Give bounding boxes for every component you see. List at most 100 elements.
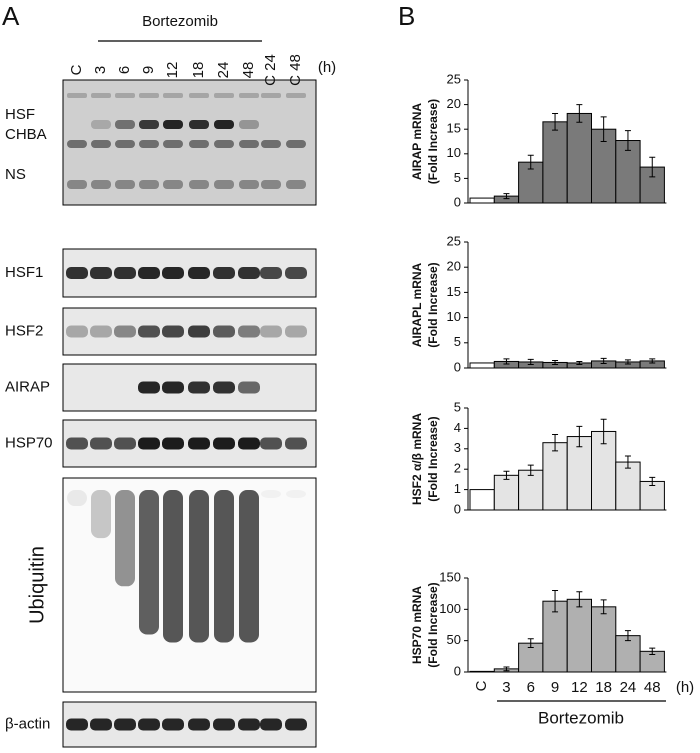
band	[214, 93, 234, 98]
band	[139, 93, 159, 98]
bar	[469, 197, 495, 204]
x-tick-label: 48	[644, 679, 661, 696]
band	[138, 718, 160, 731]
smear	[239, 490, 259, 643]
error-bar	[503, 358, 510, 365]
band	[260, 325, 282, 338]
band	[163, 180, 183, 189]
y-tick-label: 10	[447, 309, 461, 324]
band-label: HSF	[5, 106, 35, 123]
band	[188, 381, 210, 394]
bar	[542, 442, 568, 511]
y-tick-label: 0	[454, 359, 461, 374]
x-tick-label: 24	[620, 679, 637, 696]
band	[188, 325, 210, 338]
y-tick-label: 100	[439, 601, 461, 616]
bar	[469, 362, 495, 369]
y-tick-label: 10	[447, 145, 461, 160]
smear	[286, 490, 306, 499]
band	[139, 120, 159, 129]
bar	[469, 489, 495, 511]
bar	[639, 480, 665, 511]
blot-label: AIRAP	[5, 378, 50, 395]
x-tick-label: 12	[571, 679, 588, 696]
band	[162, 325, 184, 338]
lane-label: 9	[140, 66, 157, 74]
band	[90, 718, 112, 731]
y-tick-label: 2	[454, 461, 461, 476]
x-unit: (h)	[676, 679, 694, 696]
y-tick-label: 50	[447, 632, 461, 647]
band	[213, 718, 235, 731]
lane-label: 3	[92, 66, 109, 74]
error-bar	[600, 418, 607, 445]
lane-label: C	[68, 64, 85, 75]
panel-label: B	[398, 1, 415, 31]
bar	[615, 635, 641, 673]
error-bar	[503, 666, 510, 672]
band	[214, 120, 234, 129]
x-axis-label: Bortezomib	[538, 708, 624, 727]
band	[114, 718, 136, 731]
band	[67, 93, 87, 98]
smear	[67, 490, 87, 507]
y-axis-label: (Fold Increase)	[426, 99, 440, 184]
band	[189, 120, 209, 129]
smear	[91, 490, 111, 539]
band	[238, 718, 260, 731]
band	[239, 180, 259, 189]
error-bar	[552, 434, 559, 452]
band	[114, 437, 136, 450]
band	[91, 140, 111, 148]
band	[189, 180, 209, 189]
bar	[566, 598, 593, 673]
band	[286, 180, 306, 189]
band	[285, 325, 307, 338]
blot-label: HSP70	[5, 434, 53, 451]
error-bar	[527, 358, 534, 365]
band	[238, 325, 260, 338]
error-bar	[552, 112, 559, 131]
error-bar	[552, 359, 559, 365]
band	[260, 437, 282, 450]
y-tick-label: 0	[454, 501, 461, 516]
band	[67, 180, 87, 189]
band	[163, 93, 183, 98]
band	[114, 325, 136, 338]
lane-label: 24	[215, 62, 232, 79]
y-tick-label: 25	[447, 71, 461, 86]
error-bar	[624, 130, 631, 151]
band	[115, 120, 135, 129]
band	[163, 140, 183, 148]
x-tick-label: 6	[527, 679, 535, 696]
band	[91, 180, 111, 189]
band	[213, 267, 235, 279]
band	[90, 267, 112, 279]
error-bar	[552, 590, 559, 613]
band	[189, 93, 209, 98]
band	[238, 381, 260, 394]
treatment-label: Bortezomib	[142, 13, 218, 30]
band	[213, 437, 235, 450]
smear	[189, 490, 209, 643]
band	[162, 381, 184, 394]
band	[214, 140, 234, 148]
error-bar	[527, 464, 534, 476]
lane-label: 12	[164, 62, 181, 79]
band	[285, 437, 307, 450]
band	[67, 140, 87, 148]
y-tick-label: 25	[447, 233, 461, 248]
smear	[163, 490, 183, 643]
band	[163, 120, 183, 129]
error-bar	[600, 116, 607, 142]
band	[239, 93, 259, 98]
bar	[615, 461, 641, 511]
error-bar	[600, 357, 607, 364]
band	[115, 93, 135, 98]
band	[139, 140, 159, 148]
error-bar	[624, 630, 631, 642]
band	[91, 93, 111, 98]
error-bar	[624, 359, 631, 365]
bar	[566, 112, 593, 204]
